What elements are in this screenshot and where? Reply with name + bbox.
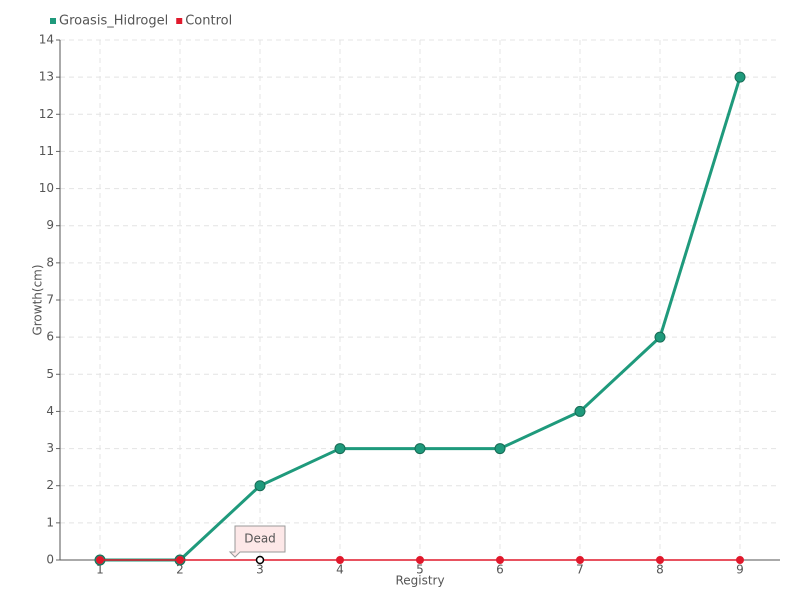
annotation: Dead: [228, 525, 286, 565]
x-tick-label: 1: [96, 563, 104, 577]
y-tick-label: 12: [39, 107, 54, 121]
x-tick-label: 6: [496, 563, 504, 577]
legend-label: Control: [185, 14, 232, 29]
data-point: [734, 71, 746, 83]
y-tick-label: 11: [39, 144, 54, 158]
data-point: [416, 556, 424, 564]
data-point: [496, 556, 504, 564]
y-tick-label: 4: [46, 404, 54, 418]
y-tick-label: 9: [46, 218, 54, 232]
annotation-point: [255, 555, 265, 565]
annotation-box: [228, 525, 286, 558]
legend-swatch: [50, 18, 56, 24]
y-tick-label: 1: [46, 515, 54, 529]
x-axis-label: Registry: [395, 574, 444, 588]
y-tick-label: 3: [46, 441, 54, 455]
x-tick-label: 7: [576, 563, 584, 577]
y-tick-label: 14: [39, 33, 54, 47]
x-tick-label: 3: [256, 563, 264, 577]
y-tick-label: 8: [46, 255, 54, 269]
data-point: [494, 443, 506, 455]
y-tick-label: 5: [46, 367, 54, 381]
data-point: [176, 556, 184, 564]
data-point: [736, 556, 744, 564]
y-tick-label: 6: [46, 330, 54, 344]
x-tick-label: 8: [656, 563, 664, 577]
legend-swatch: [176, 18, 183, 24]
x-tick-label: 2: [176, 563, 184, 577]
x-tick-label: 5: [416, 563, 424, 577]
x-tick-label: 4: [336, 563, 344, 577]
data-point: [336, 556, 344, 564]
y-tick-label: 7: [46, 293, 54, 307]
legend-label: Groasis_Hidrogel: [59, 14, 168, 29]
y-tick-label: 13: [39, 70, 54, 84]
y-tick-label: 10: [39, 181, 54, 195]
data-point: [654, 331, 666, 343]
data-point: [574, 405, 586, 417]
y-tick-label: 2: [46, 478, 54, 492]
data-point: [334, 443, 346, 455]
y-axis-label: Growth(cm): [31, 264, 45, 335]
data-point: [254, 480, 266, 492]
annotation-text: Dead: [244, 532, 276, 546]
data-point: [414, 443, 426, 455]
x-tick-label: 9: [736, 563, 744, 577]
y-tick-label: 0: [46, 553, 54, 567]
data-point: [656, 556, 664, 564]
data-point: [576, 556, 584, 564]
data-point: [96, 556, 104, 564]
